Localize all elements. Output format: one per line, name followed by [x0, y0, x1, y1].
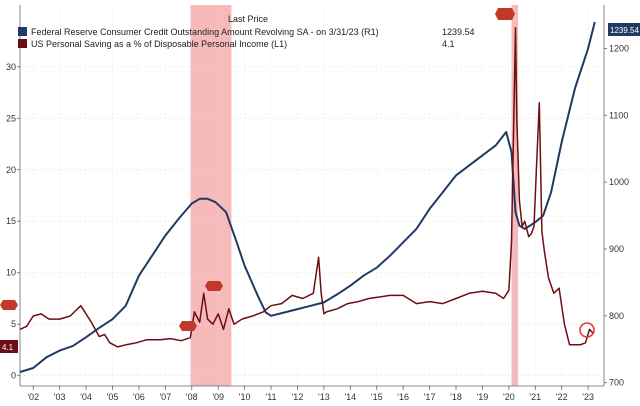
left-tick-label: 20: [6, 165, 16, 175]
series-line-saving-rate: [19, 26, 594, 348]
legend-swatch-saving: [18, 39, 27, 48]
x-tick-label: '06: [133, 392, 145, 402]
event-marker: [205, 281, 223, 291]
legend-value-credit: 1239.54: [442, 27, 475, 37]
x-tick-label: '07: [159, 392, 171, 402]
x-tick-label: '11: [266, 392, 277, 402]
x-tick-label: '08: [186, 392, 198, 402]
legend-swatch-credit: [18, 27, 27, 36]
right-tick-label: 1200: [609, 43, 629, 53]
event-marker: [179, 321, 197, 331]
x-tick-label: '22: [556, 392, 568, 402]
legend-label-credit: Federal Reserve Consumer Credit Outstand…: [31, 27, 379, 37]
left-tick-label: 25: [6, 113, 16, 123]
gridlines: [19, 5, 605, 387]
event-marker: [495, 8, 515, 20]
x-tick-label: '09: [212, 392, 224, 402]
right-tick-label: 700: [609, 378, 624, 388]
right-tick-label: 800: [609, 311, 624, 321]
x-tick-label: '15: [371, 392, 383, 402]
legend-header: Last Price: [228, 14, 268, 24]
x-tick-label: '23: [582, 392, 594, 402]
right-tick-label: 1100: [609, 110, 628, 120]
x-tick-label: '21: [529, 392, 541, 402]
right-current-label: 1239.54: [608, 23, 640, 36]
right-tick-label: 1000: [609, 177, 629, 187]
series-lines: [19, 21, 596, 373]
x-tick-label: '20: [503, 392, 515, 402]
legend: Last Price Federal Reserve Consumer Cred…: [18, 14, 475, 49]
x-tick-label: '18: [450, 392, 462, 402]
left-tick-label: 5: [11, 319, 16, 329]
series-line-revolving-credit: [19, 21, 596, 373]
legend-label-saving: US Personal Saving as a % of Disposable …: [31, 39, 287, 49]
legend-value-saving: 4.1: [442, 39, 455, 49]
right-axis: 700 800 900 1000 1100 1200: [604, 43, 629, 388]
left-tick-label: 30: [6, 62, 16, 72]
left-tick-label: 15: [6, 216, 16, 226]
x-tick-label: '12: [292, 392, 304, 402]
left-current-label: 4.1: [0, 340, 18, 353]
x-tick-label: '13: [318, 392, 330, 402]
x-tick-label: '10: [239, 392, 251, 402]
left-current-value: 4.1: [2, 343, 14, 352]
x-tick-label: '02: [27, 392, 39, 402]
right-tick-label: 900: [609, 244, 624, 254]
x-tick-label: '03: [54, 392, 66, 402]
x-axis: '02 '03 '04 '05 '06 '07 '08 '09 '10 '11 '12 '13 '14 '…: [27, 386, 594, 402]
x-tick-label: '14: [344, 392, 356, 402]
event-markers: [0, 8, 515, 331]
x-tick-label: '17: [424, 392, 436, 402]
x-tick-label: '16: [397, 392, 409, 402]
left-axis: 0 5 10 15 20 25 30: [6, 62, 20, 381]
latest-value-highlight: [579, 322, 595, 338]
x-tick-label: '05: [107, 392, 119, 402]
left-tick-label: 0: [11, 371, 16, 381]
x-tick-label: '19: [477, 392, 489, 402]
event-marker: [0, 300, 18, 310]
x-tick-label: '04: [80, 392, 92, 402]
recession-band: [190, 5, 232, 386]
left-tick-label: 10: [6, 268, 16, 278]
right-current-value: 1239.54: [610, 26, 639, 35]
